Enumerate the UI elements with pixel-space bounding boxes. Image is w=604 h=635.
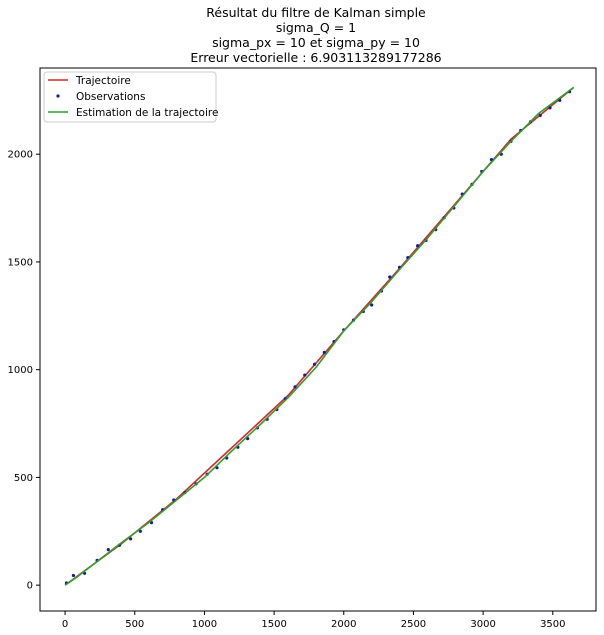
series-line-trajectoire: [64, 86, 575, 586]
x-tick-label: 2000: [331, 619, 356, 630]
observation-point: [538, 113, 542, 117]
observation-point: [370, 303, 374, 307]
observation-point: [312, 362, 317, 366]
y-axis: 0 500 1000 1500 2000: [8, 150, 40, 592]
x-tick-label: 1000: [192, 619, 217, 630]
observation-point: [388, 275, 392, 279]
observation-point: [293, 385, 297, 389]
title-line-3: sigma_px = 10 et sigma_py = 10: [212, 35, 420, 50]
observation-point: [303, 373, 307, 377]
x-tick-label: 2500: [401, 619, 426, 630]
x-axis: 0 500 1000 1500 2000 2500 3000 3500: [62, 611, 566, 630]
plot-area: [64, 86, 575, 586]
observation-point: [416, 244, 420, 248]
x-tick-label: 3500: [540, 619, 565, 630]
x-tick-label: 500: [125, 619, 144, 630]
legend-swatch-observations: [56, 94, 60, 98]
legend-box: [43, 71, 217, 123]
title-line-1: Résultat du filtre de Kalman simple: [206, 5, 426, 20]
y-tick-label: 2000: [8, 150, 33, 161]
axes-frame: [39, 67, 597, 612]
observation-point: [71, 573, 76, 578]
legend-label-trajectoire: Trajectoire: [75, 75, 131, 87]
observation-point: [322, 350, 326, 355]
observation-point: [548, 106, 552, 110]
observation-point: [558, 98, 562, 102]
y-tick-label: 1500: [8, 257, 33, 268]
chart-title: Résultat du filtre de Kalman simple sigm…: [190, 5, 441, 65]
x-tick-label: 1500: [261, 619, 286, 630]
observation-point: [128, 537, 133, 541]
title-line-2: sigma_Q = 1: [276, 20, 356, 35]
y-tick-label: 1000: [8, 365, 33, 376]
series-line-estimation-de-la-trajectoire: [64, 86, 575, 586]
legend-label-observations: Observations: [76, 91, 145, 103]
observation-point: [138, 529, 142, 533]
title-line-4: Erreur vectorielle : 6.903113289177286: [190, 50, 441, 65]
x-tick-label: 3000: [470, 619, 495, 630]
legend: Trajectoire Observations Estimation de l…: [43, 71, 218, 123]
legend-label-estimation: Estimation de la trajectoire: [76, 107, 218, 119]
x-tick-label: 0: [62, 619, 68, 630]
y-tick-label: 0: [27, 581, 33, 592]
y-tick-label: 500: [14, 473, 33, 484]
observation-point: [106, 547, 110, 552]
